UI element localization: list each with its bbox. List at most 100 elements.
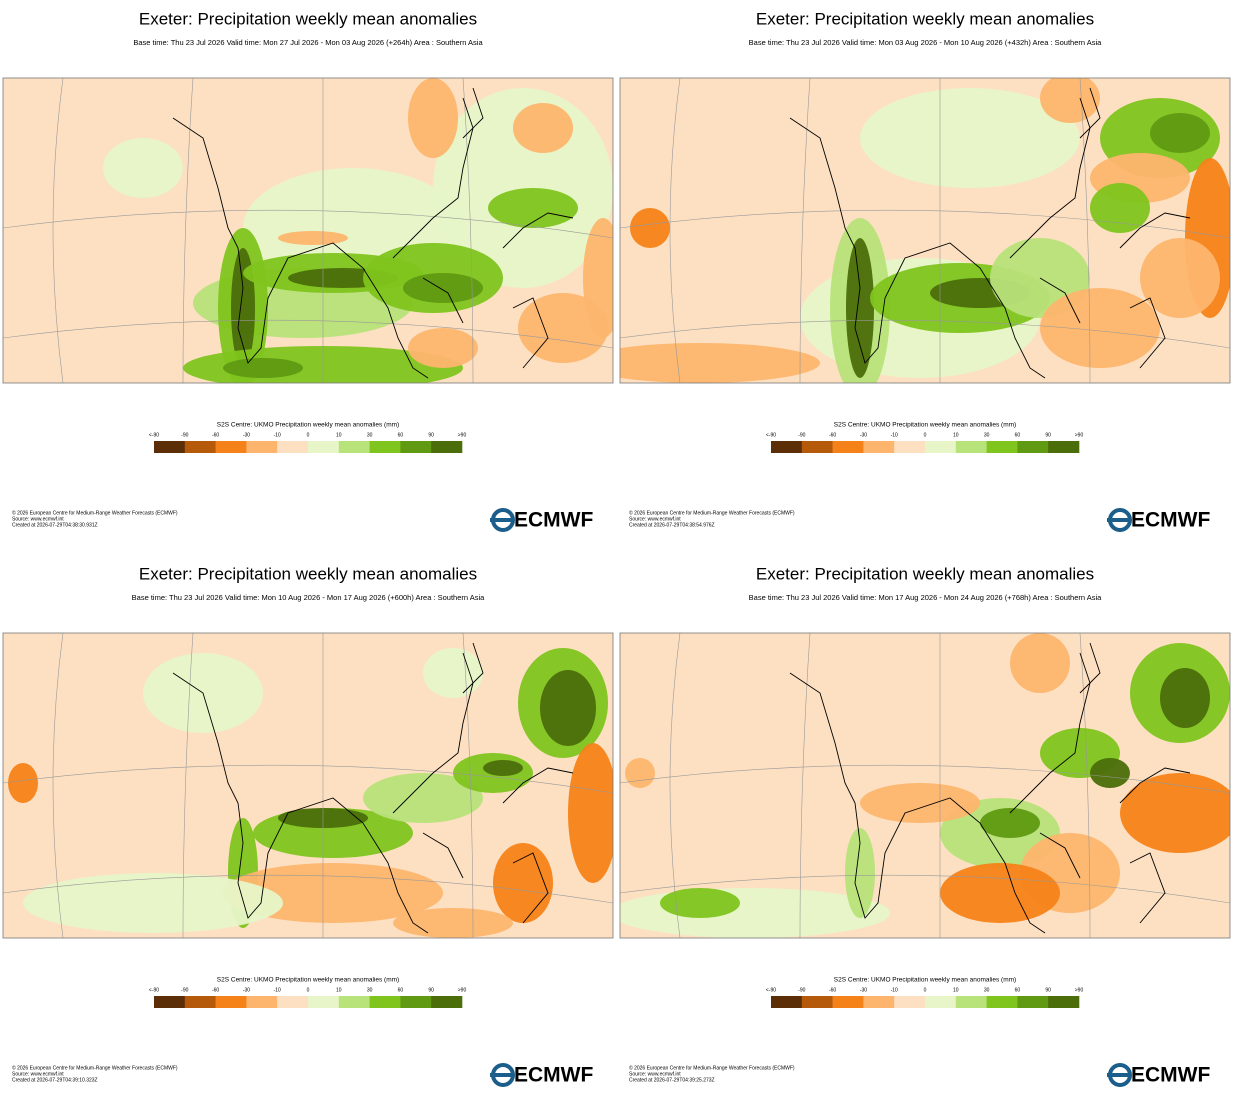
footer-text: Created at 2026-07-29T04:38:30.931Z (12, 522, 98, 528)
colorbar-swatch (308, 996, 340, 1008)
colorbar-swatch (986, 441, 1018, 453)
anomaly-area (1040, 288, 1160, 368)
colorbar-swatch (184, 441, 216, 453)
colorbar-swatch (338, 996, 370, 1008)
footer-text: Source: www.ecmwf.int (12, 516, 64, 522)
subtitle: Base time: Thu 23 Jul 2026 Valid time: M… (133, 38, 483, 47)
coastline (789, 642, 1191, 934)
colorbar-label: -90 (798, 432, 805, 438)
colorbar-label: -30 (860, 432, 867, 438)
colorbar-swatch (338, 441, 370, 453)
graticule (3, 633, 613, 938)
logo: ECMWF (1107, 508, 1210, 532)
map-frame (619, 77, 1231, 384)
footer-text: © 2026 European Centre for Medium-Range … (12, 1064, 178, 1071)
colorbar-title: S2S Centre: UKMO Precipitation weekly me… (834, 422, 1016, 429)
colorbar-swatch (369, 441, 401, 453)
anomaly-area (278, 231, 348, 245)
colorbar-label: -90 (181, 432, 188, 438)
colorbar-label: 60 (1015, 987, 1021, 993)
logo-text: ECMWF (1131, 1064, 1210, 1087)
map-content (620, 633, 1230, 938)
map-frame (2, 77, 614, 384)
anomaly-area (630, 208, 670, 248)
anomaly-area (403, 273, 483, 303)
anomaly-area (845, 828, 875, 918)
colorbar-title: S2S Centre: UKMO Precipitation weekly me… (217, 422, 399, 429)
map (619, 77, 1231, 384)
title: Exeter: Precipitation weekly mean anomal… (139, 9, 477, 28)
logo-icon-bar (490, 1073, 514, 1077)
anomaly-area (103, 138, 183, 198)
colorbar-label: >90 (1075, 987, 1084, 993)
panel: Exeter: Precipitation weekly mean anomal… (619, 564, 1231, 1087)
colorbar-swatch (308, 441, 340, 453)
colorbar-swatch (925, 441, 957, 453)
coastline (172, 87, 574, 379)
colorbar-swatch (1017, 996, 1049, 1008)
logo-text: ECMWF (514, 509, 593, 532)
anomaly-area (660, 888, 740, 918)
colorbar-swatch (369, 996, 401, 1008)
footer-text: Created at 2026-07-29T04:39:25.273Z (629, 1077, 715, 1083)
colorbar-swatch (986, 996, 1018, 1008)
colorbar-swatch (400, 996, 432, 1008)
footer-text: © 2026 European Centre for Medium-Range … (12, 509, 178, 516)
colorbar-label: 30 (367, 987, 373, 993)
colorbar-label: <-90 (149, 432, 159, 438)
anomaly-area (1160, 668, 1210, 728)
subtitle: Base time: Thu 23 Jul 2026 Valid time: M… (749, 38, 1102, 47)
anomaly-area (408, 78, 458, 158)
colorbar-label: 60 (398, 432, 404, 438)
logo-icon-bar (1107, 1073, 1131, 1077)
anomaly-area (488, 188, 578, 228)
anomaly-area (393, 908, 513, 938)
anomaly-area (846, 238, 874, 378)
anomaly-area (1140, 238, 1220, 318)
anomaly-area (223, 358, 303, 378)
title: Exeter: Precipitation weekly mean anomal… (756, 564, 1094, 583)
colorbar-swatch (215, 441, 247, 453)
colorbar-label: 90 (428, 987, 434, 993)
colorbar-swatch (154, 441, 186, 453)
anomaly-area (1090, 758, 1130, 788)
logo: ECMWF (1107, 1063, 1210, 1087)
colorbar-swatch (431, 441, 463, 453)
anomaly-area (8, 763, 38, 803)
panel: Exeter: Precipitation weekly mean anomal… (2, 9, 614, 532)
anomaly-area (1010, 633, 1070, 693)
colorbar-swatch (246, 441, 278, 453)
anomaly-area (620, 343, 820, 383)
panel: Exeter: Precipitation weekly mean anomal… (619, 9, 1231, 532)
colorbar-label: -60 (212, 987, 219, 993)
logo-text: ECMWF (1131, 509, 1210, 532)
colorbar-swatch (431, 996, 463, 1008)
colorbar-swatch (771, 441, 803, 453)
map-content (3, 78, 613, 383)
panel: Exeter: Precipitation weekly mean anomal… (2, 564, 614, 1087)
logo: ECMWF (490, 1063, 593, 1087)
colorbar-swatch (863, 996, 895, 1008)
graticule (620, 78, 1230, 383)
colorbar-label: 30 (984, 987, 990, 993)
colorbar-label: -60 (829, 987, 836, 993)
colorbar-label: -90 (798, 987, 805, 993)
colorbar-swatch (184, 996, 216, 1008)
colorbar-label: -60 (829, 432, 836, 438)
colorbar-label: 90 (428, 432, 434, 438)
map-content (3, 633, 613, 938)
colorbar-label: 60 (398, 987, 404, 993)
anomaly-area (860, 88, 1080, 188)
colorbar-label: 10 (953, 432, 959, 438)
graticule (3, 78, 613, 383)
map (619, 632, 1231, 939)
colorbar-swatch (832, 996, 864, 1008)
colorbar-title: S2S Centre: UKMO Precipitation weekly me… (834, 977, 1016, 984)
colorbar-label: -10 (274, 987, 281, 993)
colorbar-label: <-90 (149, 987, 159, 993)
anomaly-area (513, 103, 573, 153)
colorbar-label: 0 (924, 987, 927, 993)
colorbar-swatch (832, 441, 864, 453)
colorbar-swatch (1048, 996, 1080, 1008)
